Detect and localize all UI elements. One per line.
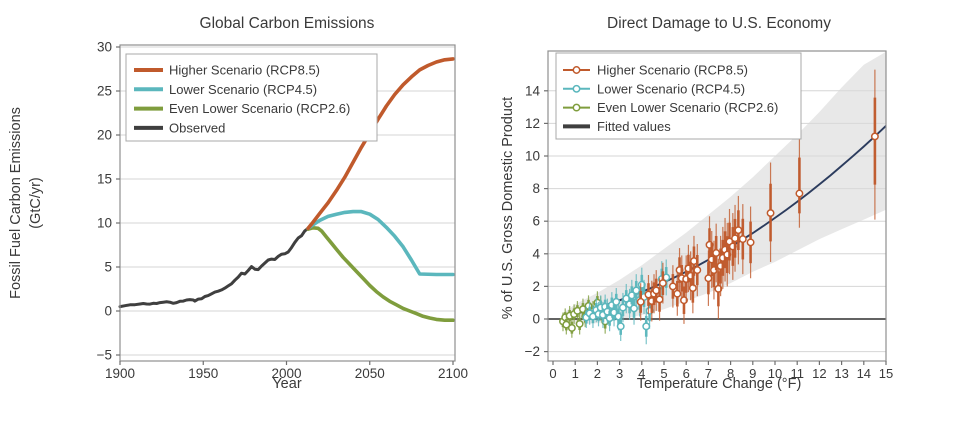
x-tick-label: 12 (812, 366, 826, 381)
emissions-series (118, 57, 455, 323)
y-tick-label: 30 (97, 40, 112, 55)
data-point-marker (688, 284, 697, 292)
y-tick-label: −5 (97, 348, 112, 363)
data-point-marker (655, 295, 664, 304)
damage-legend-box (555, 52, 802, 140)
data-point-marker (636, 297, 645, 306)
y-tick-label: 6 (532, 214, 540, 229)
y-tick-label: 10 (97, 216, 112, 231)
y-tick-label: 8 (532, 181, 540, 196)
scatter-higher-scenario-rcp8-5- (636, 69, 879, 324)
damage-legend: Higher Scenario (RCP8.5) Lower Scenario (… (555, 52, 802, 140)
x-tick-label: 0 (549, 366, 556, 381)
data-point-marker (630, 304, 638, 313)
emissions-legend: Higher Scenario (RCP8.5) Lower Scenario (… (125, 53, 378, 142)
data-point-marker (795, 189, 804, 198)
y-tick-label: 20 (97, 128, 112, 143)
x-tick-label: 8 (727, 366, 734, 381)
y-tick-label: 10 (525, 149, 540, 164)
right-chart-title: Direct Damage to U.S. Economy (607, 15, 831, 32)
emissions-plot-frame (119, 44, 456, 362)
y-tick-label: 5 (104, 260, 112, 275)
y-tick-label: 12 (525, 116, 540, 131)
x-tick-label: 6 (683, 366, 690, 381)
x-tick-label: 1 (572, 366, 579, 381)
legend-marker-icon (572, 84, 581, 93)
data-point-marker (680, 296, 688, 305)
data-point-marker (673, 289, 682, 298)
x-tick-label: 2100 (438, 366, 468, 381)
data-point-marker (734, 226, 743, 235)
y-tick-label: −2 (525, 344, 540, 359)
x-tick-label: 13 (834, 366, 848, 381)
x-tick-label: 9 (749, 366, 756, 381)
x-tick-label: 5 (660, 366, 667, 381)
data-point-marker (612, 297, 621, 306)
line-even-lower-scenario-rcp2-6- (306, 226, 455, 323)
x-tick-label: 3 (616, 366, 623, 381)
data-point-marker (738, 235, 747, 244)
x-tick-label: 1900 (105, 366, 135, 381)
data-point-marker (616, 322, 625, 331)
x-tick-label: 2000 (271, 366, 301, 381)
data-point-marker (746, 238, 755, 247)
legend-label: Lower Scenario (RCP4.5) (169, 82, 317, 97)
line-higher-scenario-rcp8-5- (306, 57, 455, 231)
y-tick-label: 4 (532, 246, 540, 261)
x-tick-label: 2050 (355, 366, 385, 381)
data-point-marker (668, 282, 677, 291)
emissions-legend-box (125, 53, 378, 142)
data-point-marker (658, 279, 667, 288)
data-point-marker (642, 322, 651, 331)
legend-label: Higher Scenario (RCP8.5) (169, 63, 320, 78)
legend-label: Lower Scenario (RCP4.5) (597, 81, 745, 96)
x-tick-label: 14 (857, 366, 871, 381)
data-point-marker (870, 132, 879, 141)
x-tick-label: 10 (768, 366, 782, 381)
legend-marker-icon (572, 66, 581, 74)
left-x-axis-label: Year (272, 376, 302, 392)
y-tick-label: 0 (104, 304, 112, 319)
left-chart-title: Global Carbon Emissions (199, 15, 375, 32)
data-point-marker (714, 284, 723, 293)
x-tick-label: 11 (790, 366, 804, 381)
legend-label: Higher Scenario (RCP8.5) (597, 63, 748, 78)
y-tick-label: 0 (532, 312, 540, 327)
x-tick-label: 2 (594, 366, 601, 381)
y-tick-label: 2 (532, 279, 540, 294)
emissions-axis-ticks (116, 46, 454, 365)
line-observed (118, 226, 310, 309)
damage-axis-ticks (544, 90, 887, 365)
data-point-marker (575, 319, 584, 328)
legend-marker-icon (572, 103, 581, 112)
y-tick-label: 15 (97, 172, 112, 187)
y-tick-label: 14 (525, 83, 541, 98)
x-tick-label: 7 (705, 366, 712, 381)
damage-plot-frame (547, 50, 887, 362)
data-point-marker (693, 266, 702, 275)
line-lower-scenario-rcp4-5- (306, 209, 455, 277)
legend-label: Even Lower Scenario (RCP2.6) (169, 101, 350, 116)
x-tick-label: 4 (638, 366, 645, 381)
legend-label: Fitted values (597, 119, 671, 134)
right-x-axis-label: Temperature Change (°F) (636, 376, 802, 392)
y-tick-label: 25 (97, 84, 112, 99)
x-tick-label: 15 (879, 366, 893, 381)
data-point-marker (712, 249, 721, 257)
data-point-marker (766, 209, 775, 218)
data-point-marker (567, 324, 576, 332)
emissions-tick-labels: 1900 1950 2000 2050 2100 −5 0 5 10 15 20 25 30 (97, 40, 468, 382)
legend-label: Observed (169, 120, 225, 135)
x-tick-label: 1950 (188, 366, 218, 381)
legend-label: Even Lower Scenario (RCP2.6) (597, 100, 778, 115)
